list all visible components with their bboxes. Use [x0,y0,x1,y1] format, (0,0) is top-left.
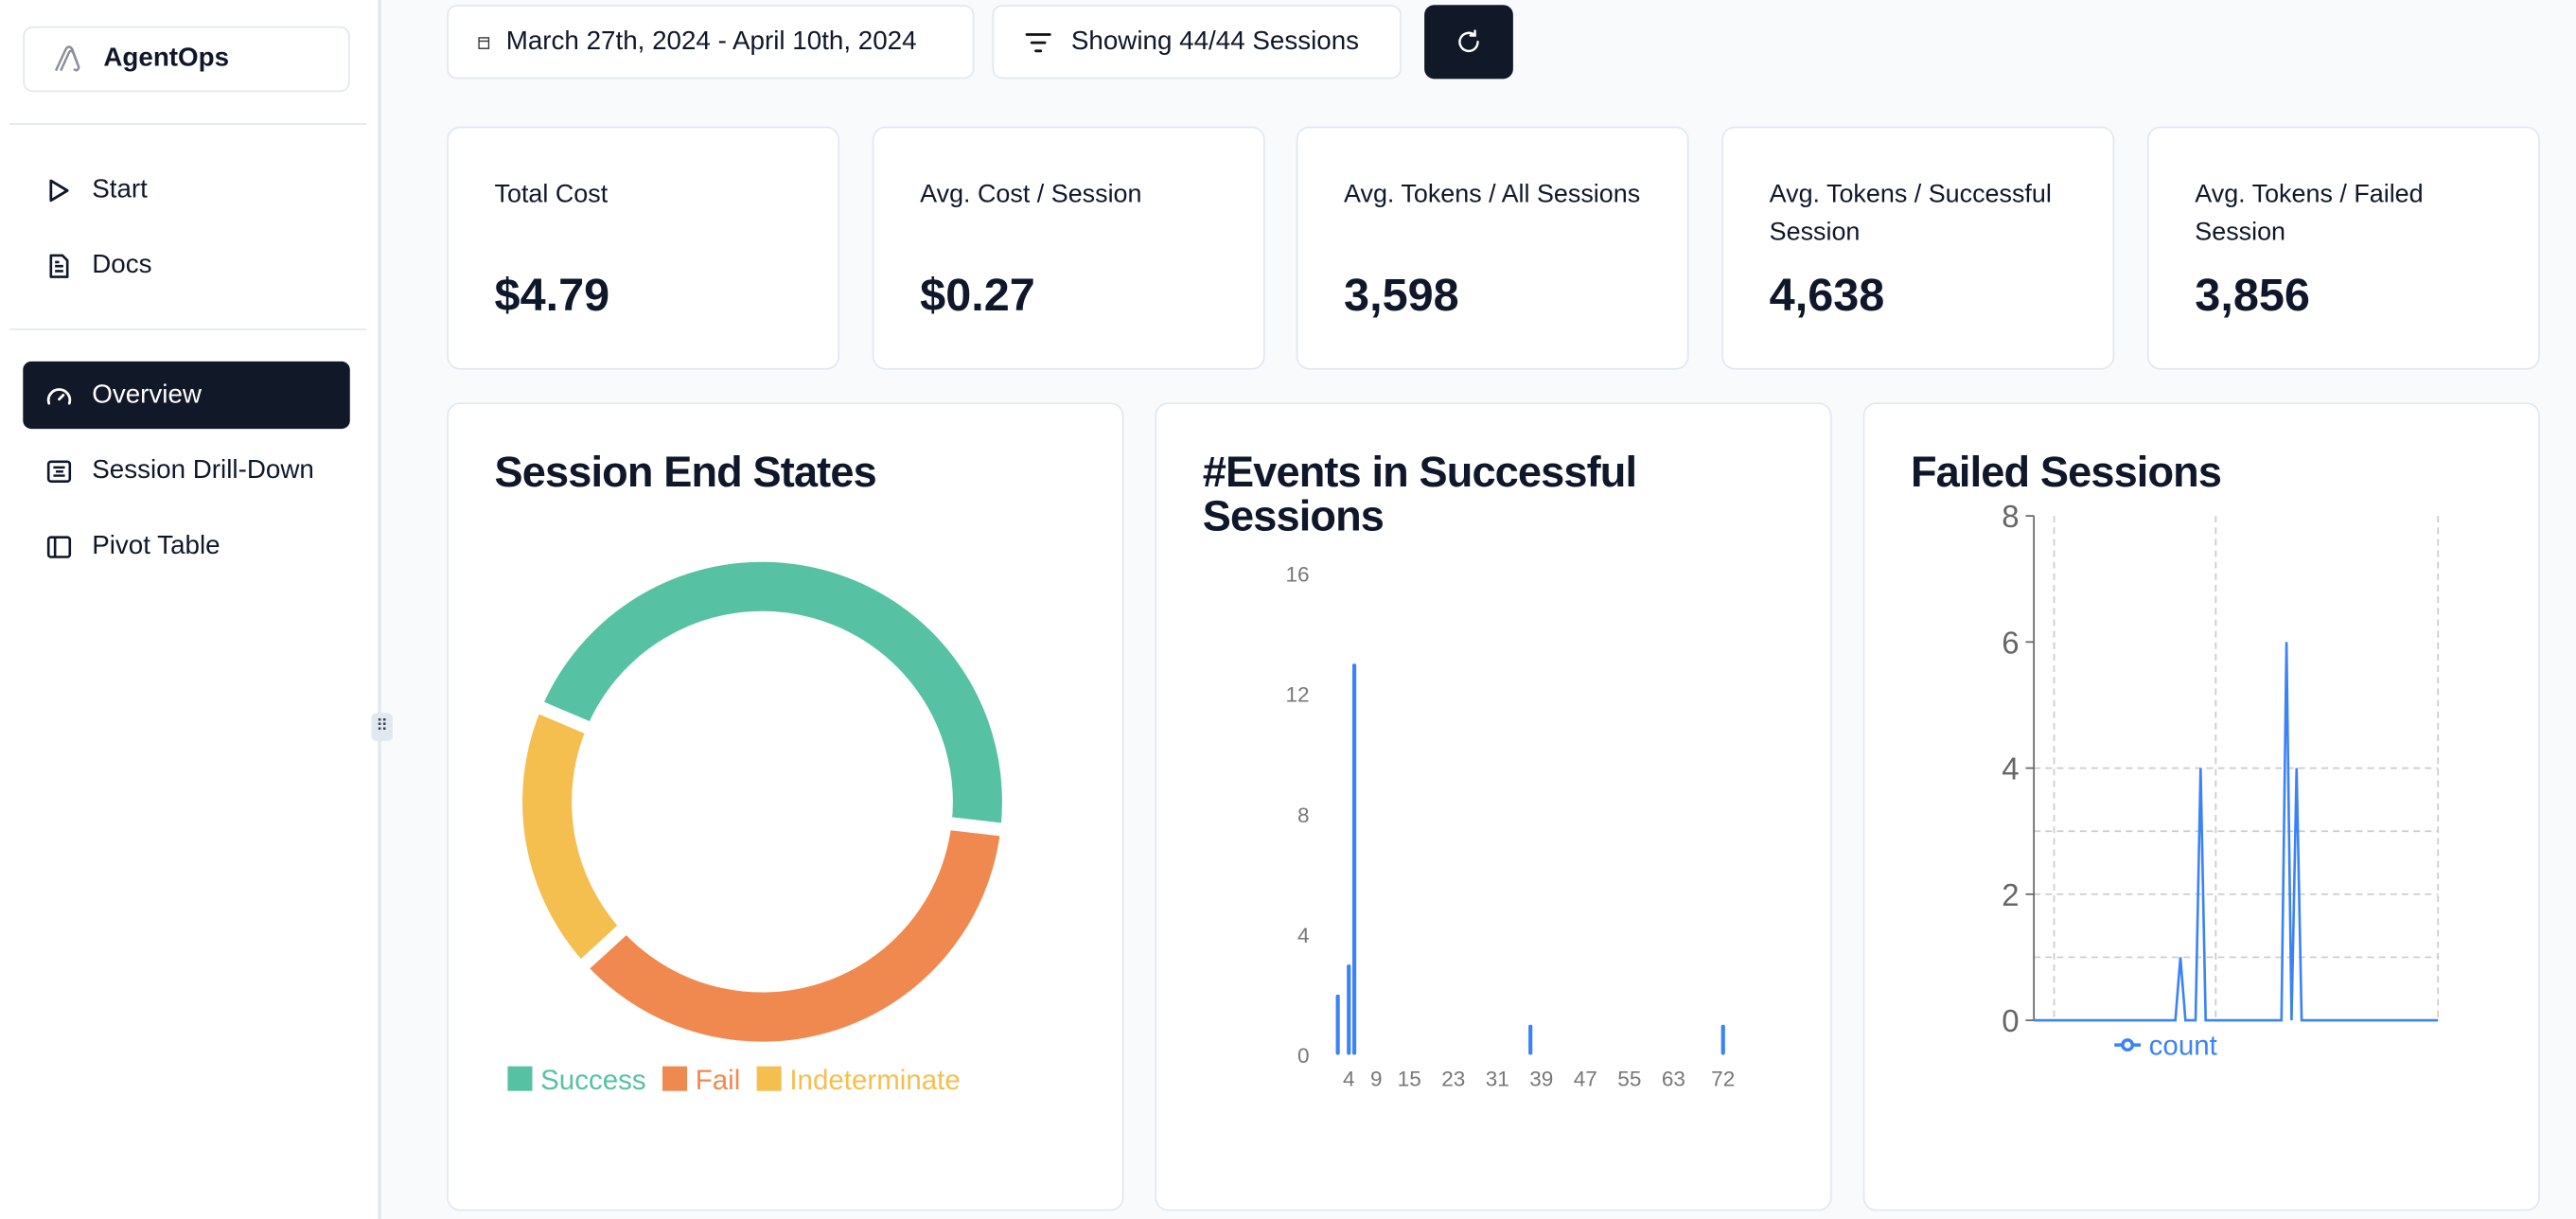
legend-label: Indeterminate [789,1065,960,1096]
sidebar-item-label: Overview [92,380,202,409]
sidebar-item-overview[interactable]: Overview [23,361,350,430]
x-tick-label: 4 [1343,1067,1355,1090]
y-tick-label: 16 [1285,563,1309,587]
sidebar-item-start[interactable]: Start [23,156,349,223]
divider [9,123,367,125]
brand-name: AgentOps [103,44,230,73]
date-range-picker[interactable]: March 27th, 2024 - April 10th, 2024 [447,5,975,80]
y-tick-label: 8 [1297,804,1310,827]
stat-card: Avg. Cost / Session $0.27 [872,126,1265,370]
y-tick-label: 8 [2002,499,2019,534]
x-tick-label: 72 [1711,1067,1735,1090]
stat-label: Avg. Tokens / All Sessions [1344,180,1641,209]
stat-card: Avg. Tokens / All Sessions 3,598 [1296,126,1689,370]
bar [1351,663,1357,1055]
y-tick-label: 4 [1297,924,1310,947]
bar [1720,1024,1725,1055]
sidebar-resize-handle[interactable]: ⠿ [371,713,393,741]
sidebar-item-label: Pivot Table [92,531,221,560]
calendar-icon [478,36,490,49]
successful-events-card: #Events in Successful Sessions 0 4 8 12 16 4 9… [1155,402,1832,1211]
stat-label: Avg. Tokens / Failed Session [2195,180,2424,247]
donut-chart: Success Fail Indeterminate [507,548,1015,1096]
refresh-button[interactable] [1424,5,1513,80]
chart-title: Failed Sessions [1910,447,2222,497]
y-tick-label: 4 [2002,751,2019,786]
session-filter-label: Showing 44/44 Sessions [1070,26,1360,56]
stat-value: 4,638 [1769,269,1885,321]
stat-card: Total Cost $4.79 [447,126,840,370]
legend-label: Fail [696,1065,741,1096]
stat-value: $0.27 [920,269,1035,321]
bar [1335,994,1340,1055]
line-chart: 0 2 4 6 8 count [2002,499,2440,1062]
series-line-count [2034,642,2439,1022]
document-icon [49,253,69,277]
legend-swatch [507,1066,533,1091]
x-tick-label: 39 [1529,1067,1553,1090]
sidebar-item-docs[interactable]: Docs [23,232,349,299]
stat-card: Avg. Tokens / Failed Session 3,856 [2146,126,2540,370]
y-tick-label: 2 [2002,877,2019,912]
agentops-logo-icon [54,45,80,72]
legend-swatch [756,1066,782,1091]
x-tick-label: 55 [1617,1067,1641,1090]
legend-label: count [2149,1031,2217,1062]
y-tick-label: 12 [1285,683,1309,707]
stat-value: $4.79 [494,269,610,321]
donut-slice-fail [571,815,1015,1055]
refresh-icon [1458,28,1479,52]
brand-logo-button[interactable]: AgentOps [23,26,350,93]
stat-label: Total Cost [494,180,609,209]
chart-title: #Events in Successful Sessions [1202,447,1637,541]
donut-slice-indeterminate [509,697,636,978]
divider [9,328,367,330]
legend-swatch [662,1066,688,1091]
bar [1347,964,1351,1055]
stat-label: Avg. Tokens / Successful Session [1769,180,2052,247]
stat-value: 3,598 [1344,269,1459,321]
session-filter-button[interactable]: Showing 44/44 Sessions [992,5,1402,80]
stat-card: Avg. Tokens / Successful Session 4,638 [1721,126,2115,370]
sidebar-item-label: Docs [92,250,152,279]
chart-title: Session End States [494,447,877,497]
date-range-label: March 27th, 2024 - April 10th, 2024 [505,26,917,56]
x-tick-label: 23 [1441,1067,1465,1090]
donut-slice-success [526,548,1015,838]
sidebar-item-label: Session Drill-Down [92,455,314,485]
x-tick-label: 31 [1486,1067,1509,1090]
y-tick-label: 0 [2002,1003,2019,1038]
sidebar-item-session-drill-down[interactable]: Session Drill-Down [23,437,349,504]
sidebar-item-pivot-table[interactable]: Pivot Table [23,513,349,580]
panel-icon [46,535,72,557]
stat-label: Avg. Cost / Session [920,180,1142,209]
x-tick-label: 15 [1398,1067,1421,1090]
failed-sessions-card: Failed Sessions 0 2 4 6 8 count [1862,402,2540,1211]
bar [1528,1024,1533,1055]
sidebar: AgentOps Start Docs Overview Session Dri… [0,0,381,1219]
legend-marker-dot [2121,1038,2135,1052]
stat-value: 3,856 [2195,269,2310,321]
sidebar-item-label: Start [92,174,148,203]
session-end-states-card: Session End States Success Fail Indetermin… [447,402,1124,1211]
x-tick-label: 63 [1662,1067,1685,1090]
legend-label: Success [540,1065,646,1096]
play-icon [49,178,69,202]
x-tick-label: 9 [1370,1067,1383,1090]
x-tick-label: 47 [1574,1067,1597,1090]
filter-icon [1025,32,1051,52]
gauge-icon [46,387,72,404]
y-tick-label: 0 [1297,1044,1310,1068]
list-box-icon [46,459,72,483]
y-tick-label: 6 [2002,625,2019,660]
